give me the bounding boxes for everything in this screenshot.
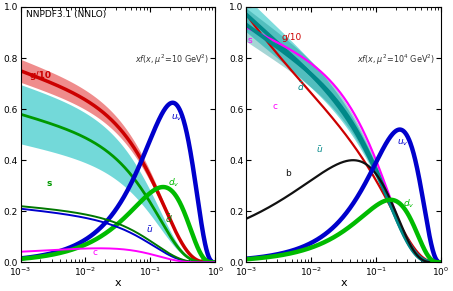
Text: c: c [272,102,277,111]
X-axis label: x: x [340,278,347,288]
Text: g/10: g/10 [282,33,302,42]
Text: s: s [46,179,52,188]
X-axis label: x: x [115,278,121,288]
Text: $u_v$: $u_v$ [171,112,183,123]
Text: s: s [248,36,252,45]
Text: $\bar{d}$: $\bar{d}$ [165,212,173,225]
Text: $\bar{d}$: $\bar{d}$ [297,80,304,93]
Text: $xf(x,\mu^2\!=\!10\ \mathrm{GeV}^2)$: $xf(x,\mu^2\!=\!10\ \mathrm{GeV}^2)$ [135,53,209,67]
Text: b: b [285,168,291,178]
Text: g/10: g/10 [30,72,52,81]
Text: $u_v$: $u_v$ [397,138,409,148]
Text: $\bar{u}$: $\bar{u}$ [146,224,153,235]
Text: NNPDF3.1 (NNLO): NNPDF3.1 (NNLO) [26,10,107,19]
Text: $d_v$: $d_v$ [169,177,180,189]
Text: $xf(x,\mu^2\!=\!10^4\ \mathrm{GeV}^2)$: $xf(x,\mu^2\!=\!10^4\ \mathrm{GeV}^2)$ [357,53,435,67]
Text: c: c [93,249,98,258]
Text: $d_v$: $d_v$ [403,197,414,210]
Text: $\bar{u}$: $\bar{u}$ [316,144,324,155]
